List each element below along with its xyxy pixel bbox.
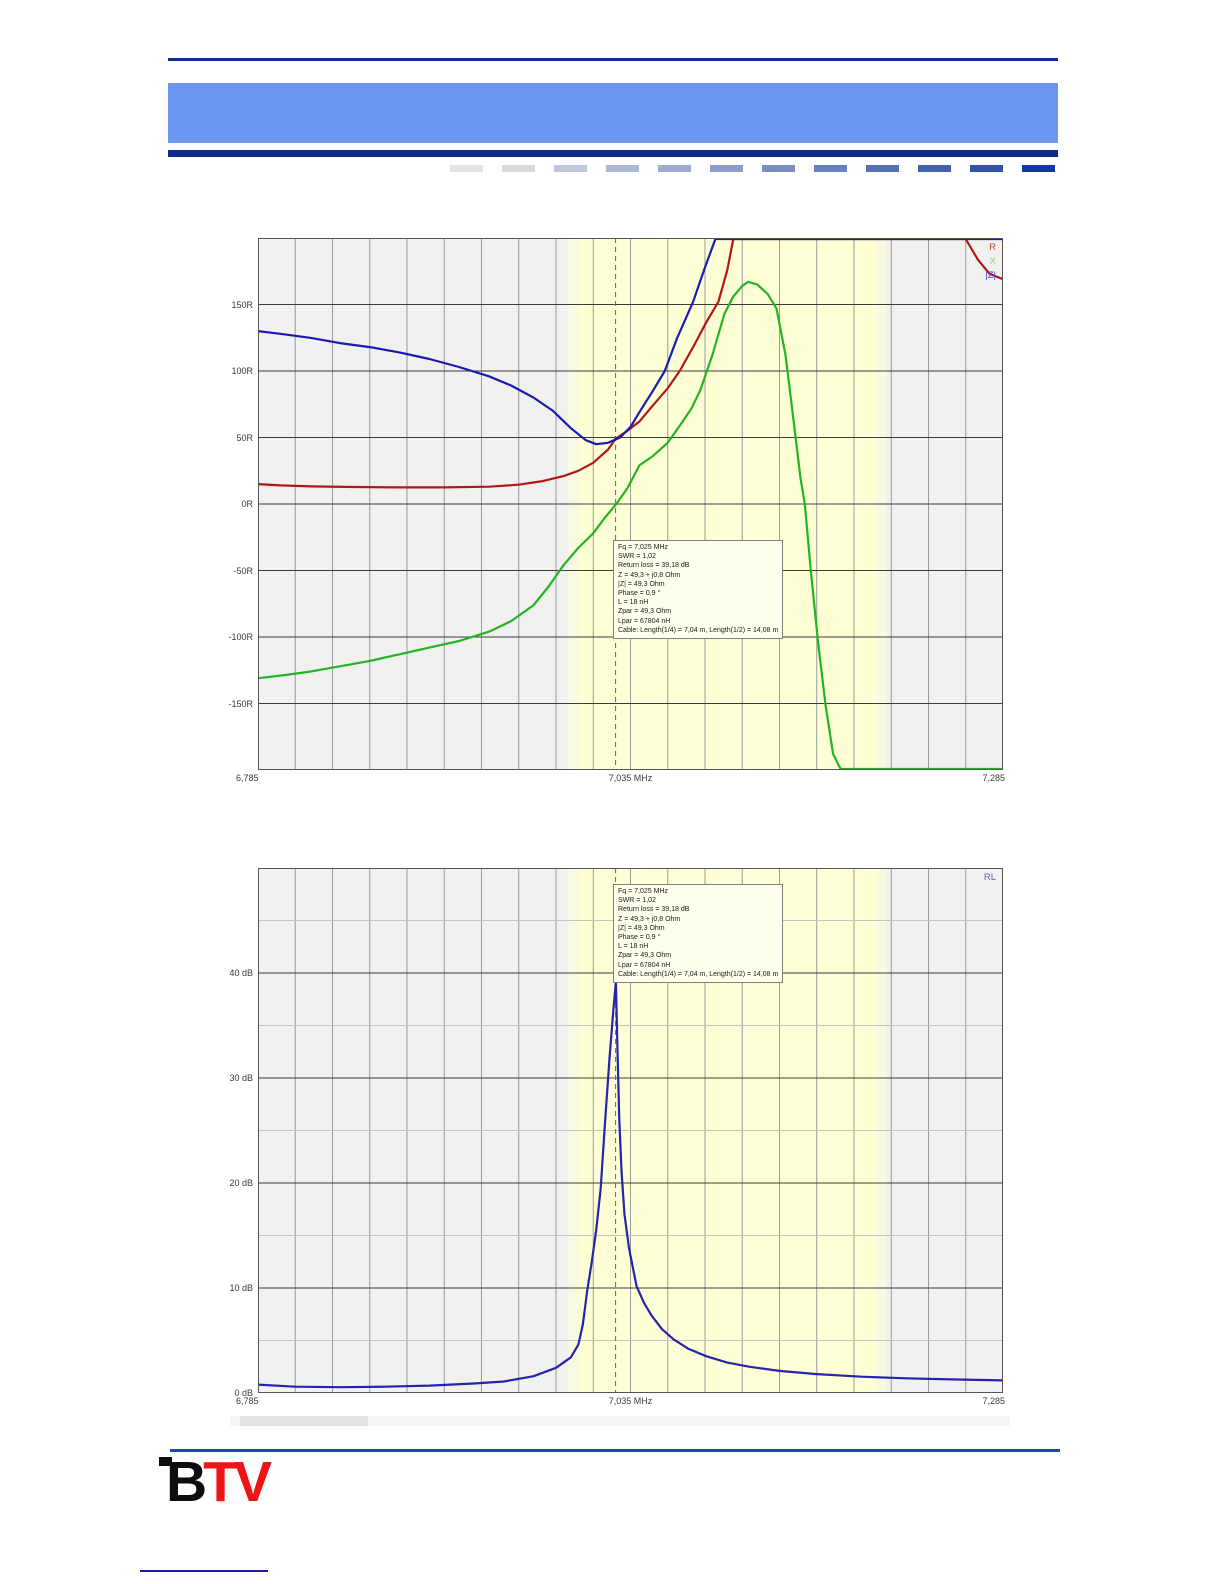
x-axis-label-left: 6,785 (236, 1396, 259, 1406)
y-tick-label: -50R (233, 565, 253, 576)
annotation-line: |Z| = 49,3 Ohm (618, 924, 665, 932)
annotation-line: Zpar = 49,3 Ohm (618, 952, 672, 960)
legend-item-z: |Z| (985, 270, 996, 281)
horizontal-scrollbar-track[interactable] (230, 1416, 1010, 1426)
annotation-line: Cable: Length(1/4) = 7,04 m, Length(1/2)… (618, 970, 779, 978)
btv-logo-tv: TV (203, 1450, 272, 1514)
x-axis-label-center: 7,035 MHz (608, 773, 653, 783)
dash-segment (866, 165, 899, 172)
y-tick-label: 30 dB (229, 1073, 253, 1083)
dash-segment (710, 165, 743, 172)
annotation-line: Z = 49,3 + j0,8 Ohm (618, 571, 681, 579)
annotation-line: Fq = 7,025 MHz (618, 544, 668, 551)
y-tick-label: 150R (231, 299, 253, 310)
btv-logo: BTV (158, 1450, 272, 1514)
y-tick-label: -100R (228, 632, 253, 642)
dash-segment (502, 165, 535, 172)
annotation-line: Phase = 0,9 ° (618, 934, 661, 942)
header-bottom-rule (168, 150, 1058, 157)
y-tick-label: -150R (228, 698, 253, 709)
chart-plot-area (258, 238, 1003, 770)
dash-segment (1022, 165, 1055, 172)
cursor-annotation-box: Fq = 7,025 MHz SWR = 1,02 Return loss = 39… (613, 540, 784, 640)
series-z (258, 238, 1003, 446)
dash-segment (762, 165, 795, 172)
dash-segment (658, 165, 691, 172)
y-tick-label: 100R (231, 366, 253, 376)
annotation-line: Z = 49,3 + j0,8 Ohm (618, 915, 681, 923)
annotation-line: Return loss = 39,18 dB (618, 906, 690, 914)
footnote-rule (140, 1570, 268, 1572)
dash-segment (450, 165, 483, 172)
y-tick-label: 0 dB (234, 1388, 253, 1398)
y-tick-label: 20 dB (229, 1178, 253, 1188)
legend-item-rl: RL (983, 872, 996, 883)
annotation-line: Phase = 0,9 ° (618, 590, 661, 598)
return-loss-chart: 6,785 7,035 MHz 7,285 40 dB 30 dB 20 dB 10 … (229, 868, 1005, 1406)
x-axis-label-left: 6,785 (236, 773, 259, 783)
header-dash-divider (450, 165, 1055, 172)
y-tick-label: 50R (236, 432, 253, 443)
dash-segment (606, 165, 639, 172)
annotation-line: L = 18 nH (618, 599, 649, 607)
annotation-line: L = 18 nH (618, 943, 649, 951)
series-x (258, 280, 1003, 770)
cursor-annotation-box: Fq = 7,025 MHz SWR = 1,02 Return loss = 39… (613, 884, 784, 984)
header-top-rule (168, 58, 1058, 61)
annotation-line: Lpar = 67804 nH (618, 961, 671, 969)
dash-segment (970, 165, 1003, 172)
chart-legend: RL (984, 871, 996, 885)
annotation-line: SWR = 1,02 (618, 553, 656, 561)
y-tick-label: 0R (241, 499, 253, 509)
annotation-line: SWR = 1,02 (618, 897, 656, 905)
header-banner (168, 83, 1058, 143)
y-tick-label: 10 dB (229, 1283, 253, 1293)
annotation-line: Fq = 7,025 MHz (618, 888, 668, 895)
annotation-line: Zpar = 49,3 Ohm (618, 608, 672, 616)
annotation-line: Return loss = 39,18 dB (618, 562, 690, 570)
annotation-line: Lpar = 67804 nH (618, 617, 671, 625)
x-axis-label-right: 7,285 (982, 773, 1005, 783)
dash-segment (814, 165, 847, 172)
x-axis-label-center: 7,035 MHz (608, 1396, 653, 1406)
footer-rule (170, 1449, 1060, 1452)
annotation-line: Cable: Length(1/4) = 7,04 m, Length(1/2)… (618, 626, 779, 634)
dash-segment (554, 165, 587, 172)
series-rl (258, 980, 1003, 1389)
y-tick-label: 40 dB (229, 968, 253, 978)
impedance-chart: 6,785 7,035 MHz 7,285 150R 100R 50R 0R -50R -… (228, 238, 1005, 783)
btv-logo-b: B (158, 1450, 207, 1514)
horizontal-scrollbar-thumb[interactable] (240, 1416, 368, 1426)
x-axis-label-right: 7,285 (982, 1396, 1005, 1406)
legend-item-r: R (989, 242, 996, 253)
annotation-line: |Z| = 49,3 Ohm (618, 580, 665, 588)
legend-item-x: X (989, 256, 996, 267)
chart-legend: R X |Z| (985, 241, 996, 283)
dash-segment (918, 165, 951, 172)
